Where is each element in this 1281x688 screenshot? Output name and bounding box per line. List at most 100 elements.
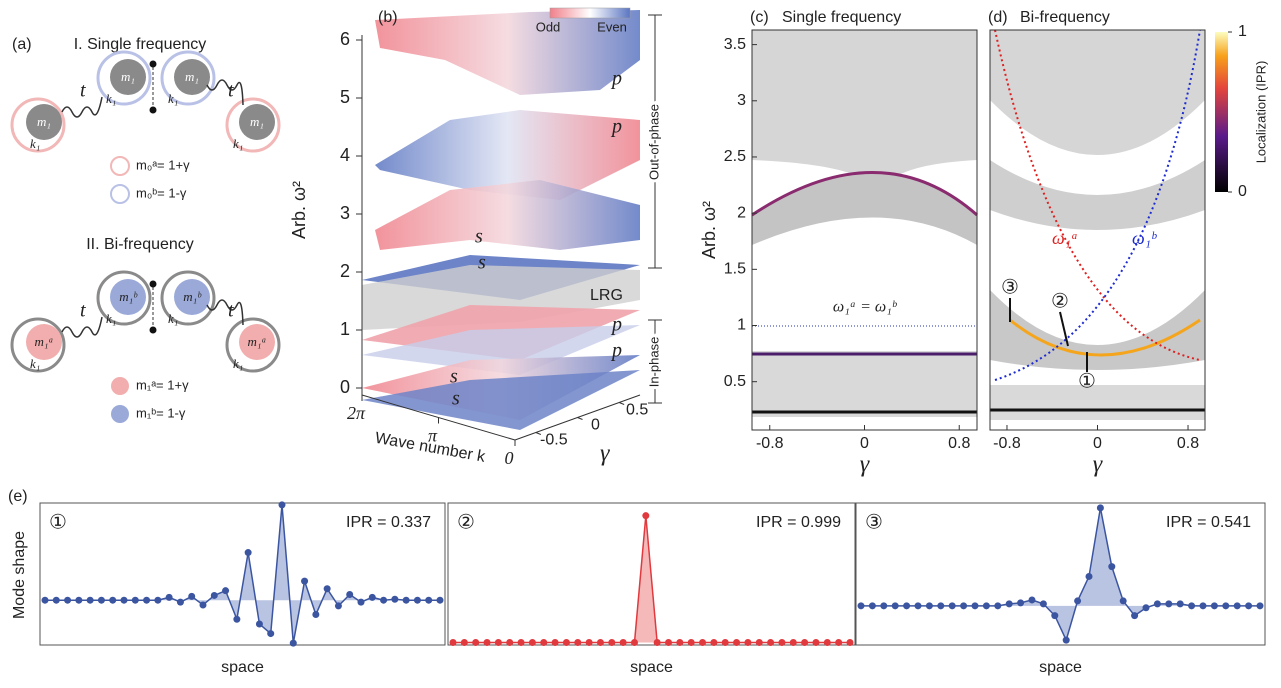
- x-tick-label: -0.8: [993, 435, 1021, 452]
- mode-point: [733, 638, 741, 646]
- z-tick-label: -0.5: [540, 432, 568, 449]
- x-axis-label: space: [1039, 659, 1082, 676]
- x-tick-label: π: [428, 426, 438, 446]
- mode-point: [131, 596, 139, 604]
- mode-point: [721, 638, 729, 646]
- mode-point: [460, 638, 468, 646]
- mass: m₁: [121, 69, 135, 84]
- mode-point: [1051, 612, 1059, 620]
- chain-bi: [10, 270, 281, 373]
- y-tick-label: 6: [340, 29, 350, 49]
- mass: m₁: [37, 114, 51, 129]
- mode-point: [778, 638, 786, 646]
- mode-point: [1039, 600, 1047, 608]
- subtitle: I. Single frequency: [74, 36, 207, 53]
- mode-point: [210, 591, 218, 599]
- mode-point: [585, 638, 593, 646]
- mode-point: [483, 638, 491, 646]
- mode-point: [1028, 596, 1036, 604]
- y-tick-label: 1.5: [724, 261, 746, 278]
- mode-point: [540, 638, 548, 646]
- annotation: ω₁ᵇ: [1132, 228, 1157, 248]
- mode-point: [301, 577, 309, 585]
- mode-point: [528, 638, 536, 646]
- tick: [535, 432, 542, 435]
- mode-point: [494, 638, 502, 646]
- y-tick-label: 0.5: [724, 373, 746, 390]
- marker: ③: [1001, 276, 1019, 298]
- mode-point: [1222, 602, 1230, 610]
- coupling: t: [228, 300, 234, 322]
- panel-title: Bi-frequency: [1020, 9, 1110, 26]
- mode-area: [861, 507, 1260, 641]
- spring: k₁: [106, 311, 116, 326]
- mode-point: [188, 592, 196, 600]
- band-label: p: [610, 68, 622, 90]
- arrow: [1059, 311, 1069, 347]
- spring: k₁: [233, 136, 243, 151]
- mass: m₁: [185, 69, 199, 84]
- mode-point: [868, 602, 876, 610]
- legend-entry: m₁ᵃ= 1+γ: [136, 377, 189, 392]
- panel-label: (b): [378, 9, 398, 26]
- mode-point: [971, 602, 979, 610]
- mode-point: [767, 638, 775, 646]
- mode-point: [619, 638, 627, 646]
- panel-a: (a) I. Single frequency m₁ m₁ m₁ m₁ t t …: [10, 36, 281, 423]
- mode-point: [562, 638, 570, 646]
- band-label: s: [450, 366, 458, 388]
- spring: k₁: [233, 356, 243, 371]
- y-axis-label: Arb. ω²: [699, 201, 719, 259]
- x-tick-label: 0: [505, 448, 514, 468]
- x-tick-label: 0: [1093, 435, 1102, 452]
- mode-point: [1233, 602, 1241, 610]
- legend-entry: Even: [597, 19, 627, 34]
- band-label: s: [475, 226, 483, 248]
- mode-point: [472, 638, 480, 646]
- panel-d-bands: [990, 29, 1228, 420]
- annotation: IPR = 0.337: [346, 514, 431, 531]
- mode-point: [64, 596, 72, 604]
- spring: k₁: [168, 311, 178, 326]
- colorbar-tick-label: 0: [1238, 183, 1247, 200]
- spring: k₁: [106, 91, 116, 106]
- legend-entry: m₀ᵃ= 1+γ: [136, 157, 190, 172]
- tick: [618, 402, 625, 405]
- mode-point: [925, 602, 933, 610]
- mode-point: [653, 638, 661, 646]
- mode-point: [1256, 602, 1264, 610]
- mode-point: [914, 602, 922, 610]
- annotation: IPR = 0.541: [1166, 514, 1251, 531]
- mode-point: [994, 602, 1002, 610]
- mode-point: [642, 512, 650, 520]
- mode-point: [1062, 636, 1070, 644]
- mode-point: [1074, 597, 1082, 605]
- mode-point: [506, 638, 514, 646]
- y-tick-label: 4: [340, 145, 350, 165]
- mode-point: [665, 638, 673, 646]
- mode-point: [608, 638, 616, 646]
- z-tick-label: 0: [591, 417, 600, 434]
- mode-point: [517, 638, 525, 646]
- annotation: ω₁ᵃ = ω₁ᵇ: [833, 299, 898, 316]
- coupling: t: [228, 80, 234, 102]
- colorbar-tick-label: 1: [1238, 23, 1247, 40]
- z-axis-label: γ: [600, 441, 610, 467]
- mode-point: [937, 602, 945, 610]
- gap-label: LRG: [590, 287, 623, 304]
- mode-point: [755, 638, 763, 646]
- mass: m₁ᵇ: [119, 289, 138, 304]
- coupling: t: [80, 300, 86, 322]
- panel-label: (e): [8, 488, 28, 505]
- y-tick-label: 2.5: [724, 148, 746, 165]
- mode-point: [676, 638, 684, 646]
- y-axis-label: Mode shape: [11, 531, 28, 619]
- mode-point: [425, 596, 433, 604]
- y-tick-label: 2: [340, 261, 350, 281]
- mode-point: [1017, 599, 1025, 607]
- coupling: t: [80, 80, 86, 102]
- y-tick-label: 5: [340, 87, 350, 107]
- mode-point: [835, 638, 843, 646]
- mode-point: [1153, 600, 1161, 608]
